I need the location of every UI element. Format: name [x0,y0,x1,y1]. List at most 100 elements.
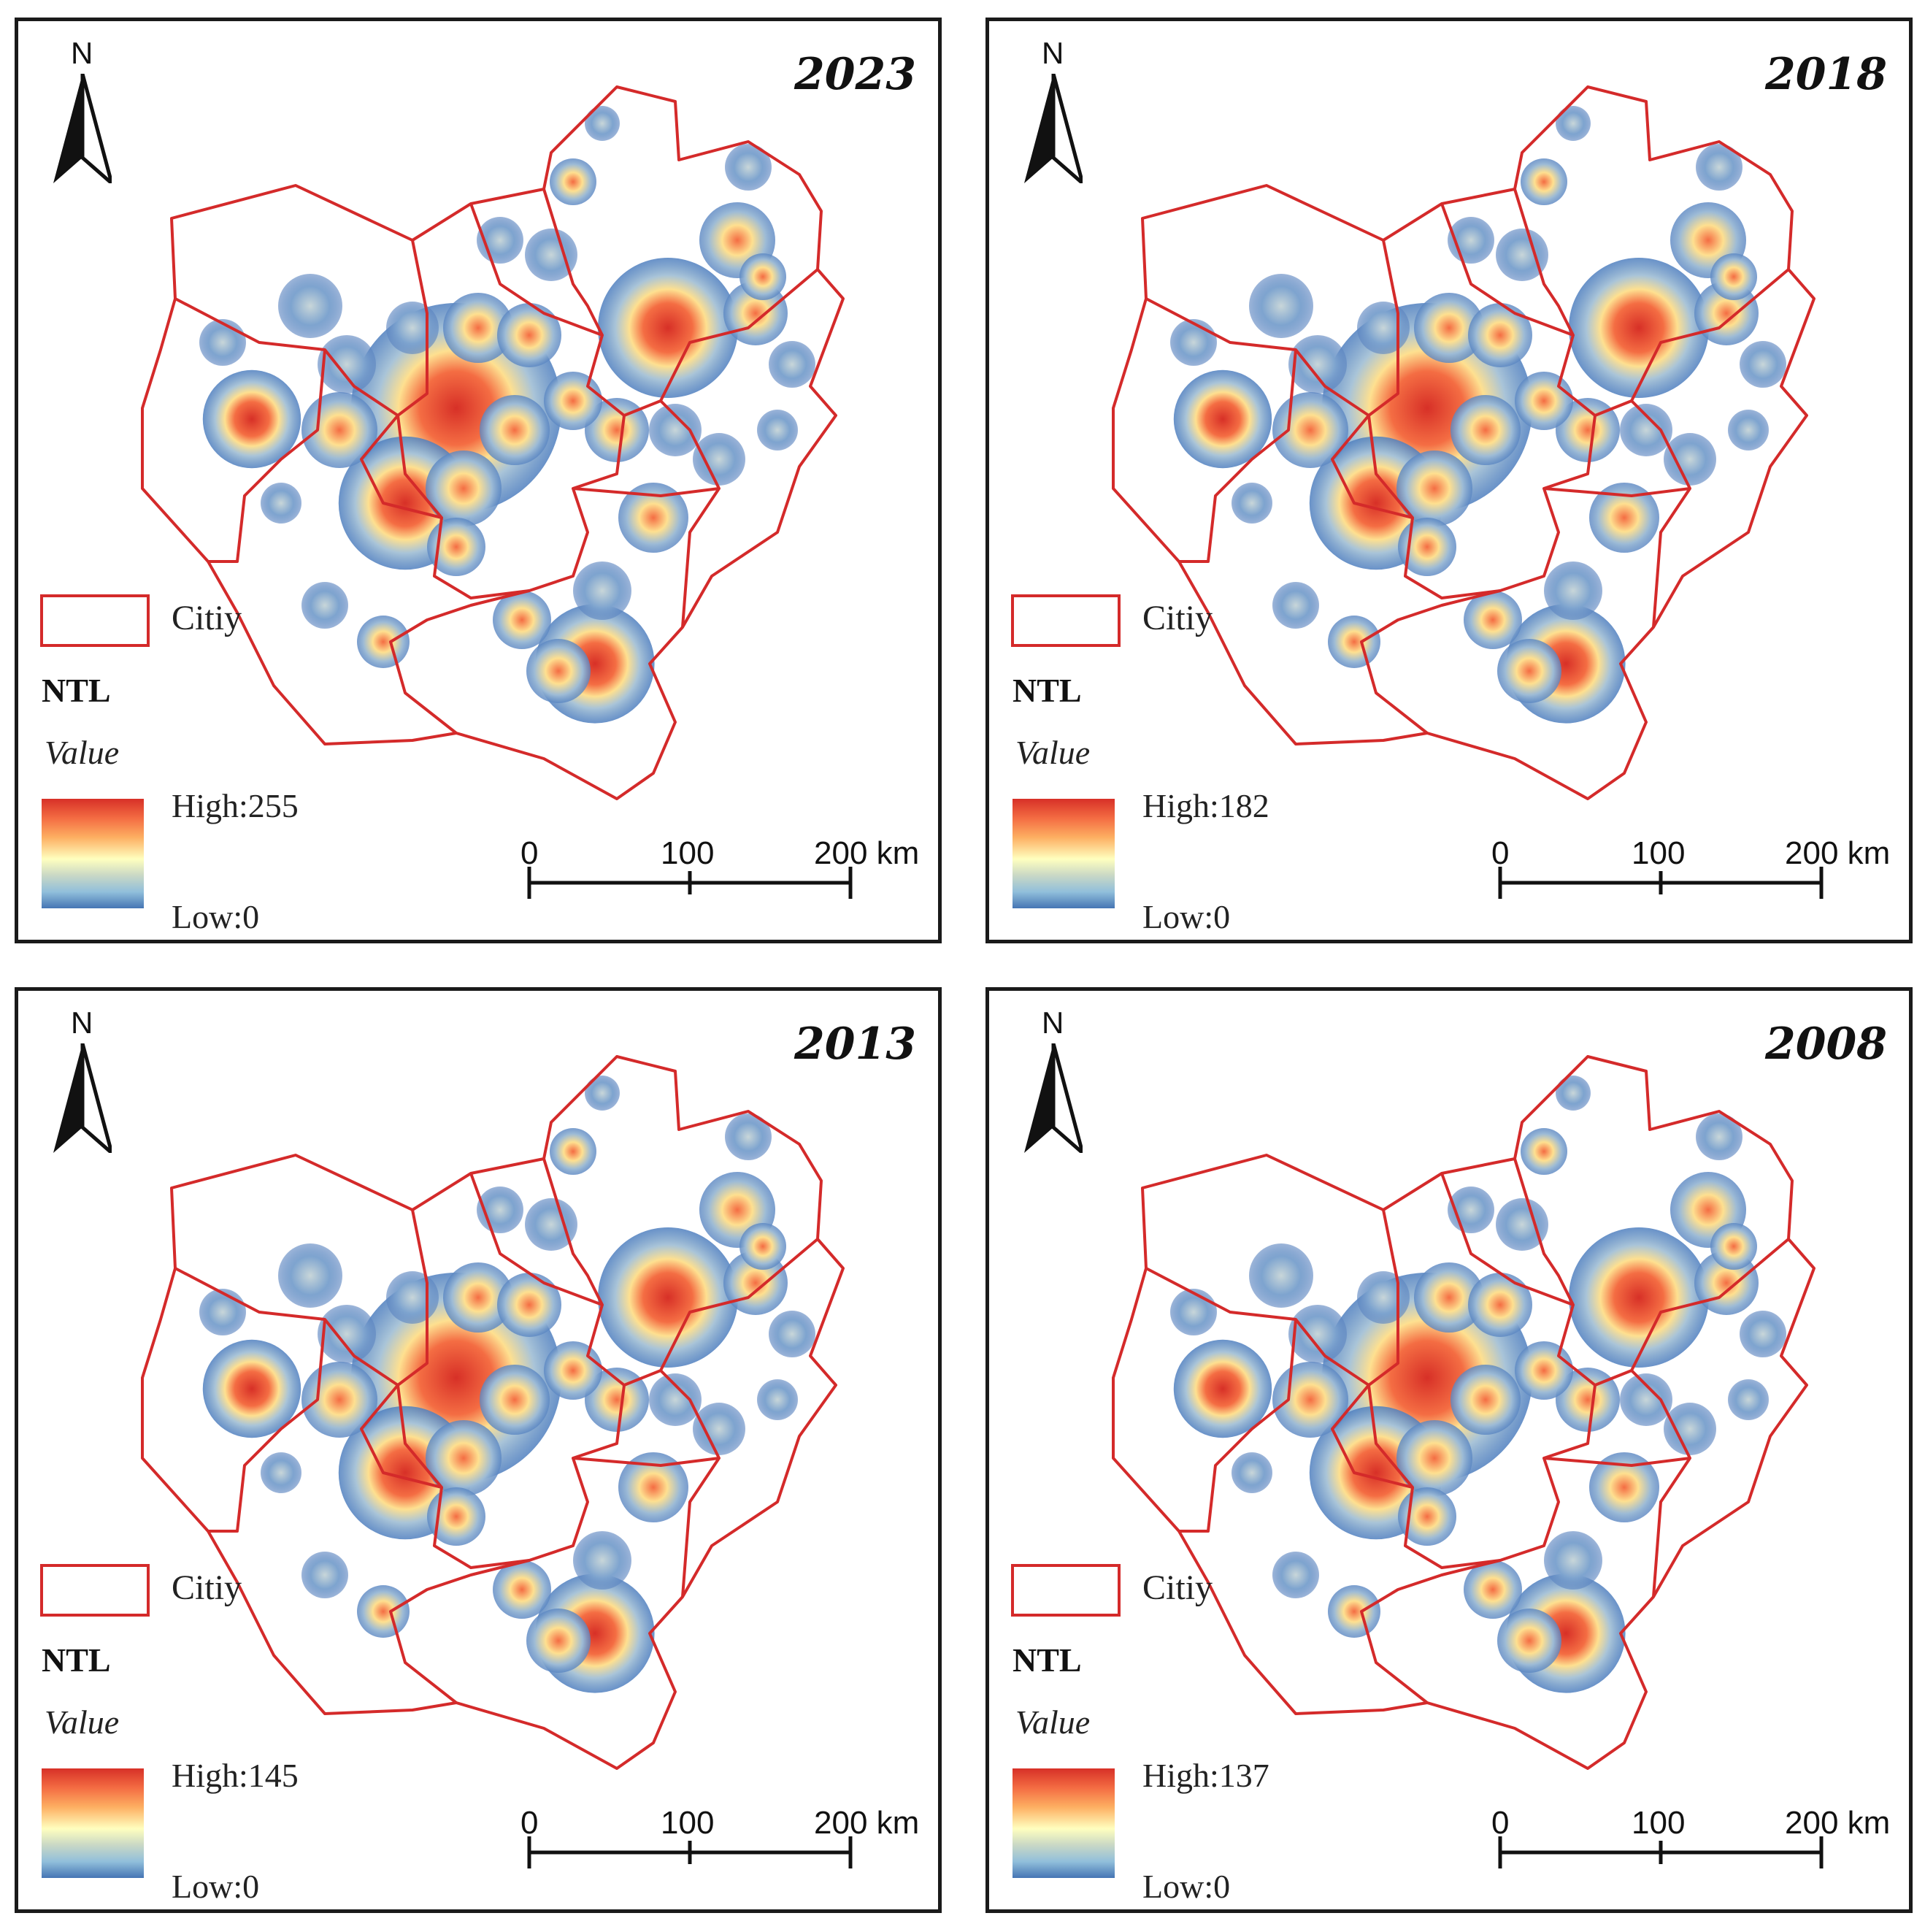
city-border [1513,188,1790,417]
scale-label-0: 0 [520,835,539,871]
light-spot [1288,335,1347,394]
scale-label-100: 100 [1632,1805,1686,1841]
city-border [208,1319,326,1533]
city-border [1360,1559,1501,1704]
light-spot [573,561,631,620]
city-border [572,487,720,497]
light-spot [1496,229,1548,281]
light-spot [1464,1560,1522,1619]
light-spot [525,229,577,281]
north-arrow-icon [1024,1043,1083,1153]
light-spot [278,1243,342,1308]
region-outline [141,1055,845,1770]
city-border [1543,1457,1691,1467]
city-border [1331,1384,1413,1489]
light-spot [261,483,301,524]
light-spot [526,1609,591,1673]
light-spot [693,433,745,486]
city-legend-label: Citiy [1142,1568,1213,1607]
scale-bar [527,867,853,899]
light-spot [318,335,376,394]
light-spot [1556,1368,1620,1432]
light-spot [1521,158,1567,205]
city-border [469,203,603,337]
city-border [1360,589,1501,735]
city-legend-swatch [40,594,150,647]
scale-bar [1498,1836,1824,1868]
ntl-map [1112,1055,1816,1770]
light-spot [1396,451,1472,526]
light-spot [493,1560,551,1619]
city-border [360,1384,442,1489]
legend-low-label: Low:0 [1142,1868,1231,1905]
light-spot [261,1452,301,1493]
value-legend-label: Value [45,1703,120,1741]
city-boundaries [141,85,845,800]
glow-layer [1170,106,1786,724]
light-spot [1710,1223,1757,1270]
light-spot [497,1273,561,1337]
city-border [360,414,442,519]
light-spot [1232,1452,1272,1493]
legend-low-label: Low:0 [172,898,260,935]
year-label: 2023 [794,49,916,100]
light-spot [386,1271,439,1324]
light-spot [1396,1420,1472,1496]
light-spot [526,639,591,703]
light-spot [427,1487,485,1546]
light-spot [480,1365,550,1435]
north-arrow-icon [53,74,112,183]
glow-layer [1170,1076,1786,1693]
light-spot [301,582,348,629]
scale-label-0: 0 [520,1805,539,1841]
light-spot [739,1223,786,1270]
ntl-legend-title: NTL [42,672,111,709]
light-spot [1232,483,1272,524]
light-spot [550,158,596,205]
light-spot [1357,302,1410,354]
light-spot [493,591,551,649]
scale-label-200: 200 km [1785,1805,1891,1841]
ntl-map [141,85,845,800]
legend-high-label: High:137 [1142,1757,1269,1794]
city-boundaries [141,1055,845,1770]
value-legend-label: Value [1015,734,1091,771]
light-spot [318,1305,376,1363]
scale-label-200: 200 km [814,1805,920,1841]
light-spot [301,1362,377,1438]
light-spot [357,616,410,668]
light-spot [544,1341,602,1400]
color-ramp [42,799,144,908]
light-spot [1620,1373,1672,1426]
ntl-map [141,1055,845,1770]
map-panel-2013: N 2013 Citiy NTL Value High:145 Low:0 0 … [15,987,942,1913]
light-spot [649,404,702,456]
light-spot [426,451,502,526]
city-border [1145,1209,1399,1387]
light-spot [427,518,485,576]
north-label: N [1042,36,1064,70]
light-spot [497,303,561,367]
light-spot [1249,274,1313,338]
light-spot [1589,483,1659,553]
light-spot [1170,1289,1217,1335]
light-spot [1414,1262,1484,1333]
legend-low-label: Low:0 [1142,898,1231,935]
city-border [1179,349,1297,563]
legend-low-label: Low:0 [172,1868,260,1905]
light-spot [1664,433,1716,486]
light-spot [525,1198,577,1251]
light-spot [1696,144,1743,191]
legend-high-label: High:145 [172,1757,299,1794]
light-spot [1515,372,1573,430]
year-label: 2008 [1765,1019,1887,1070]
light-spot [1497,639,1561,703]
light-spot [618,483,688,553]
light-spot [1556,398,1620,462]
light-spot [443,293,513,363]
light-spot [598,1227,738,1368]
light-spot [693,1403,745,1455]
light-spot [301,392,377,468]
city-legend-swatch [1011,1564,1121,1617]
light-spot [585,106,620,141]
